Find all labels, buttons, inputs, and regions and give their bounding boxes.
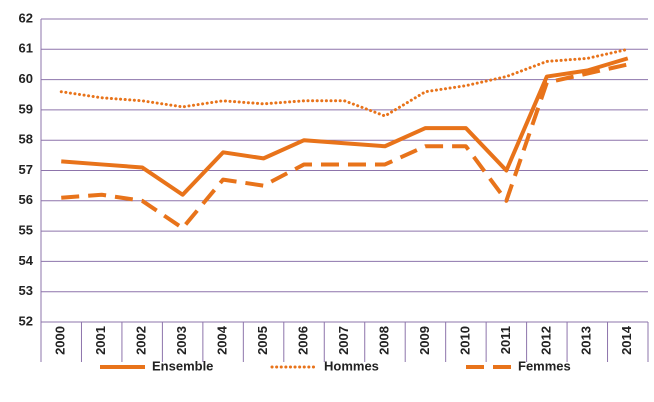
- x-tick-label: 2010: [457, 326, 472, 355]
- legend-label: Femmes: [518, 358, 571, 373]
- series-line: [61, 62, 629, 231]
- y-tick-label: 57: [19, 162, 33, 177]
- series-line: [61, 56, 629, 197]
- x-tick-label: 2013: [579, 326, 594, 355]
- y-tick-label: 54: [19, 253, 34, 268]
- y-tick-label: 56: [19, 192, 33, 207]
- x-tick-label: 2003: [174, 326, 189, 355]
- y-tick-label: 61: [19, 41, 33, 56]
- y-tick-label: 60: [19, 71, 33, 86]
- series-line: [59, 47, 630, 118]
- legend-label: Hommes: [324, 358, 379, 373]
- x-tick-label: 2006: [295, 326, 310, 355]
- x-tick-label: 2005: [255, 326, 270, 355]
- y-tick-label: 62: [19, 10, 33, 25]
- legend-label: Ensemble: [152, 358, 213, 373]
- x-tick-label: 2007: [336, 326, 351, 355]
- x-tick-label: 2000: [53, 326, 68, 355]
- x-tick-label: 2011: [498, 326, 513, 354]
- x-tick-label: 2001: [93, 326, 108, 355]
- y-tick-label: 58: [19, 132, 33, 147]
- x-tick-label: 2014: [619, 325, 634, 355]
- y-tick-label: 52: [19, 313, 33, 328]
- x-tick-label: 2012: [538, 326, 553, 355]
- x-tick-label: 2002: [134, 326, 149, 355]
- y-tick-label: 59: [19, 101, 33, 116]
- y-tick-label: 55: [19, 223, 33, 238]
- x-tick-label: 2009: [417, 326, 432, 355]
- y-tick-label: 53: [19, 283, 33, 298]
- x-tick-label: 2004: [215, 325, 230, 355]
- x-tick-label: 2008: [376, 326, 391, 355]
